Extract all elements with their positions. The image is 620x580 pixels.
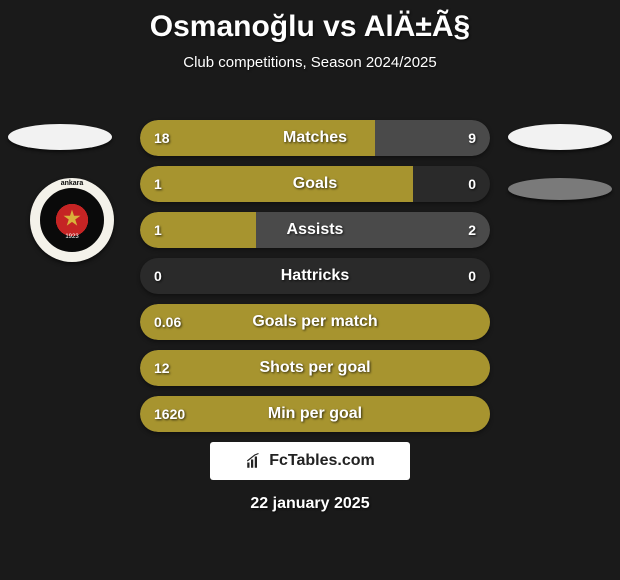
club-logo-arc-text: ankara bbox=[30, 180, 114, 187]
stat-row: Assists1 2 bbox=[140, 212, 490, 248]
stat-label: Hattricks bbox=[140, 258, 490, 294]
stat-label: Min per goal bbox=[140, 396, 490, 432]
stat-row: Min per goal1620 bbox=[140, 396, 490, 432]
stat-label: Matches bbox=[140, 120, 490, 156]
player-left-ellipse bbox=[8, 124, 112, 150]
stat-value-right: 0 bbox=[468, 166, 476, 202]
page-subtitle: Club competitions, Season 2024/2025 bbox=[0, 54, 620, 71]
club-logo-year: 1923 bbox=[42, 234, 102, 240]
brand-label: FcTables.com bbox=[269, 452, 375, 470]
stat-value-right: 9 bbox=[468, 120, 476, 156]
stat-label: Goals bbox=[140, 166, 490, 202]
stat-value-left: 1620 bbox=[154, 396, 185, 432]
stat-value-left: 1 bbox=[154, 166, 162, 202]
stat-value-left: 1 bbox=[154, 212, 162, 248]
stat-row: Matches18 9 bbox=[140, 120, 490, 156]
club-logo-left: ankara ★ 1923 bbox=[30, 178, 114, 262]
stat-label: Goals per match bbox=[140, 304, 490, 340]
stat-row: Goals per match0.06 bbox=[140, 304, 490, 340]
stat-value-left: 18 bbox=[154, 120, 170, 156]
player-right-ellipse-top bbox=[508, 124, 612, 150]
star-icon: ★ bbox=[62, 206, 82, 232]
stat-value-left: 0 bbox=[154, 258, 162, 294]
date-line: 22 january 2025 bbox=[0, 495, 620, 513]
brand-box[interactable]: FcTables.com bbox=[210, 442, 410, 480]
stat-row: Goals1 0 bbox=[140, 166, 490, 202]
club-logo-inner: ★ 1923 bbox=[40, 188, 104, 252]
stat-row: Hattricks0 0 bbox=[140, 258, 490, 294]
stats-bar-chart: Matches189Goals10Assists12Hattricks00Goa… bbox=[140, 120, 490, 442]
chart-icon bbox=[245, 452, 263, 470]
stat-value-right: 0 bbox=[468, 258, 476, 294]
stat-label: Shots per goal bbox=[140, 350, 490, 386]
player-right-ellipse-bottom bbox=[508, 178, 612, 200]
stat-label: Assists bbox=[140, 212, 490, 248]
page-title: Osmanoğlu vs AlÄ±Ã§ bbox=[0, 0, 620, 44]
stat-value-right: 2 bbox=[468, 212, 476, 248]
stat-row: Shots per goal12 bbox=[140, 350, 490, 386]
stat-value-left: 0.06 bbox=[154, 304, 181, 340]
stat-value-left: 12 bbox=[154, 350, 170, 386]
